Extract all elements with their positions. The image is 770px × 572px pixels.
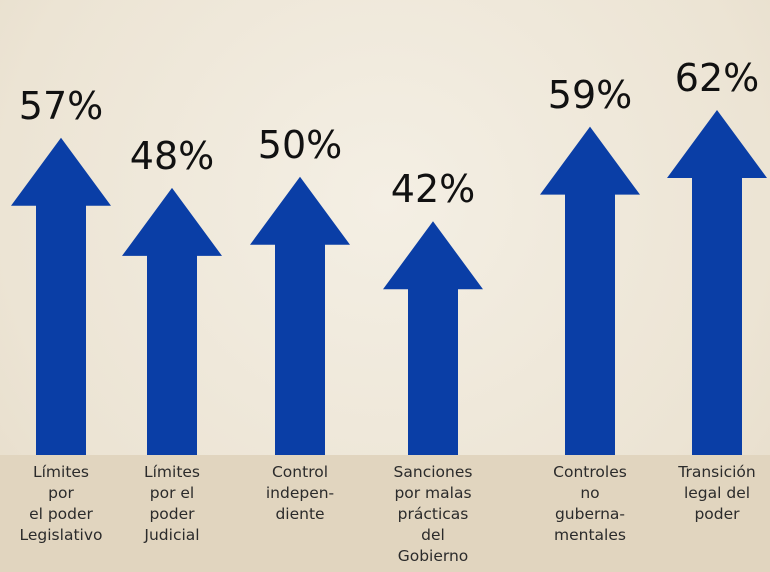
arrow-bar-5 <box>540 126 640 455</box>
category-label-4: Sanciones por malas prácticas del Gobier… <box>393 463 473 565</box>
category-label-3: Control indepen- diente <box>265 463 335 523</box>
arrow-bar-2 <box>122 187 222 455</box>
value-label-5: 59% <box>547 72 633 117</box>
category-label-2: Límites por el poder Judicial <box>143 463 201 544</box>
value-label-2: 48% <box>129 133 215 178</box>
arrow-bar-1 <box>11 137 111 456</box>
arrow-bar-3 <box>250 176 350 455</box>
value-label-3: 50% <box>257 122 343 167</box>
value-label-6: 62% <box>674 55 760 100</box>
category-band <box>0 455 770 572</box>
category-label-1: Límites por el poder Legislativo <box>19 463 103 544</box>
value-label-4: 42% <box>390 167 476 212</box>
arrow-bar-4 <box>383 221 483 455</box>
category-label-6: Transición legal del poder <box>678 463 756 523</box>
category-label-5: Controles no guberna- mentales <box>553 463 627 544</box>
arrow-bar-6 <box>667 109 767 455</box>
value-label-1: 57% <box>18 83 104 128</box>
arrow-series <box>11 109 767 456</box>
